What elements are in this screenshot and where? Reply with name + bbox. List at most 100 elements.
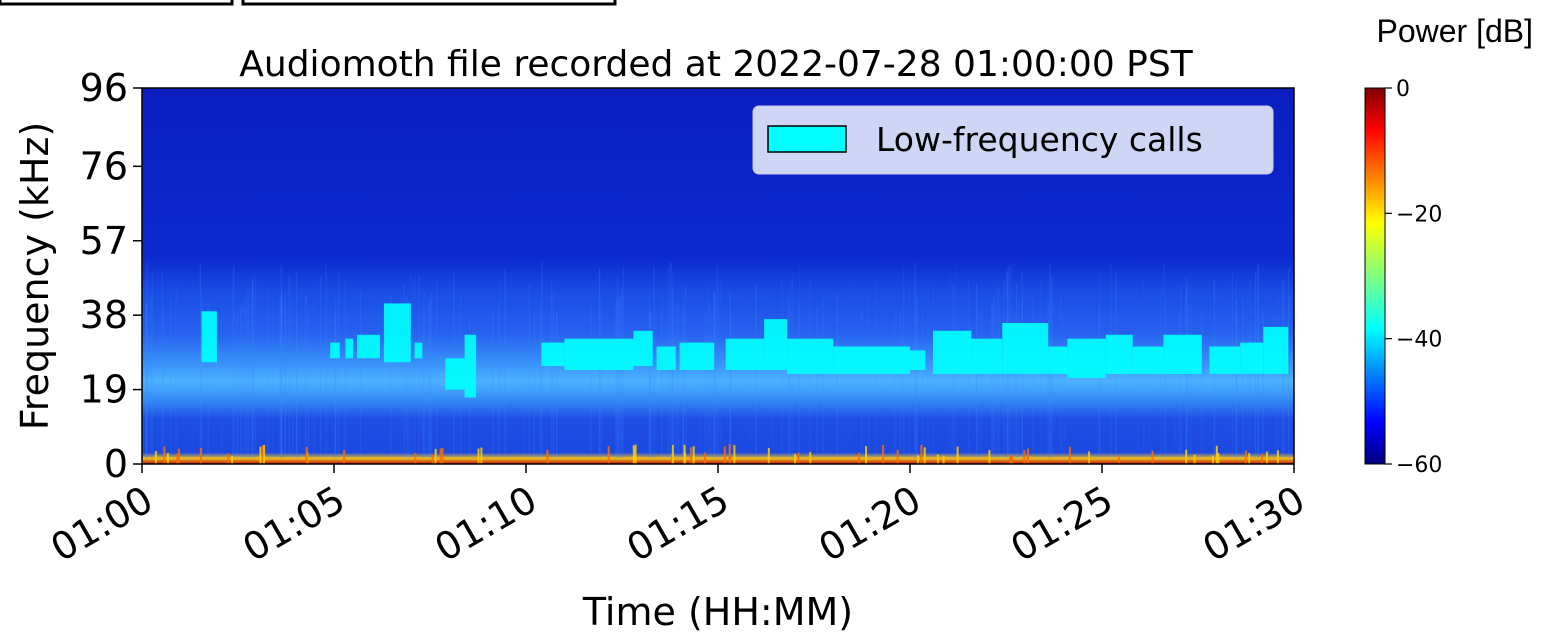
- transient-mark: [1023, 450, 1026, 464]
- noise-streak: [201, 294, 203, 458]
- transient-mark: [632, 445, 635, 464]
- chart-title: Audiomoth file recorded at 2022-07-28 01…: [239, 44, 1193, 85]
- noise-streak: [672, 286, 674, 458]
- noise-streak: [899, 311, 901, 458]
- noise-streak: [295, 270, 298, 458]
- call-box: [201, 311, 217, 363]
- noise-streak: [221, 292, 223, 458]
- transient-mark: [1248, 453, 1251, 464]
- cropped-frame-left: [0, 0, 234, 6]
- transient-mark: [227, 453, 230, 464]
- noise-streak: [1174, 300, 1176, 458]
- noise-streak: [539, 302, 541, 458]
- noise-streak: [927, 276, 929, 458]
- noise-streak: [337, 271, 340, 458]
- transient-mark: [1118, 455, 1120, 464]
- noise-streak: [243, 298, 246, 458]
- noise-streak: [246, 286, 248, 458]
- transient-mark: [671, 444, 674, 464]
- noise-streak: [436, 281, 438, 458]
- call-box: [541, 342, 565, 367]
- noise-streak: [146, 281, 148, 458]
- call-box: [725, 338, 765, 370]
- y-tick-label: 19: [80, 368, 128, 412]
- noise-streak: [427, 302, 430, 458]
- noise-streak: [288, 275, 290, 458]
- noise-streak: [1032, 295, 1034, 458]
- transient-mark: [177, 448, 180, 464]
- call-box: [971, 338, 1003, 374]
- call-box: [1209, 346, 1241, 374]
- noise-streak: [685, 285, 687, 458]
- noise-streak: [251, 282, 253, 458]
- y-axis-label: Frequency (kHz): [13, 122, 57, 431]
- colorbar-gradient: [1364, 87, 1386, 465]
- noise-streak: [677, 301, 679, 458]
- noise-streak: [1235, 298, 1237, 458]
- call-box: [357, 334, 380, 359]
- legend: Low-frequency calls: [752, 105, 1274, 175]
- noise-streak: [698, 311, 700, 458]
- noise-streak: [251, 275, 254, 458]
- noise-streak: [207, 301, 209, 458]
- noise-streak: [313, 295, 315, 458]
- transient-mark: [261, 445, 264, 464]
- noise-streak: [307, 307, 310, 458]
- noise-streak: [430, 293, 433, 458]
- transient-mark: [441, 447, 444, 464]
- call-box: [464, 334, 477, 398]
- transient-mark: [882, 444, 885, 464]
- noise-streak: [254, 275, 257, 458]
- call-box: [1067, 338, 1106, 378]
- noise-streak: [1165, 296, 1167, 458]
- noise-streak: [248, 288, 251, 458]
- noise-streak: [550, 279, 553, 458]
- call-box: [383, 303, 411, 363]
- transient-mark: [477, 448, 480, 464]
- noise-streak: [996, 290, 998, 458]
- transient-mark: [690, 447, 693, 464]
- noise-streak: [424, 308, 426, 458]
- noise-streak: [252, 280, 254, 458]
- noise-streak: [1137, 291, 1139, 458]
- noise-streak: [412, 278, 415, 458]
- noise-streak: [145, 304, 147, 458]
- transient-mark: [865, 446, 867, 464]
- transient-mark: [767, 447, 770, 464]
- noise-streak: [788, 299, 791, 458]
- noise-streak: [267, 289, 269, 458]
- noise-streak: [648, 294, 650, 458]
- noise-streak: [422, 312, 425, 458]
- noise-streak: [244, 295, 247, 458]
- noise-streak: [1063, 307, 1065, 458]
- noise-streak: [150, 295, 152, 458]
- noise-streak: [649, 311, 651, 458]
- noise-streak: [169, 297, 172, 458]
- call-box: [414, 342, 423, 359]
- noise-streak: [617, 298, 619, 458]
- transient-mark: [942, 455, 945, 464]
- legend-label: Low-frequency calls: [876, 120, 1203, 159]
- noise-streak: [552, 293, 555, 458]
- noise-streak: [498, 281, 501, 458]
- noise-streak: [151, 273, 154, 458]
- noise-streak: [241, 303, 243, 458]
- colorbar-label: Power [dB]: [1376, 13, 1533, 49]
- colorbar-tick-label: 0: [1396, 77, 1410, 102]
- y-tick-label: 76: [80, 144, 128, 188]
- noise-streak: [921, 305, 924, 458]
- noise-streak: [1277, 290, 1279, 458]
- noise-streak: [868, 294, 870, 458]
- noise-streak: [719, 280, 721, 458]
- noise-streak: [247, 290, 249, 458]
- y-tick-label: 38: [80, 293, 128, 337]
- noise-streak: [816, 307, 818, 458]
- noise-streak: [403, 284, 405, 458]
- noise-streak: [1200, 309, 1203, 458]
- noise-streak: [1179, 309, 1181, 458]
- noise-streak: [345, 311, 348, 458]
- noise-streak: [319, 276, 322, 458]
- noise-streak: [492, 313, 494, 458]
- noise-streak: [653, 266, 655, 458]
- noise-streak: [237, 311, 239, 458]
